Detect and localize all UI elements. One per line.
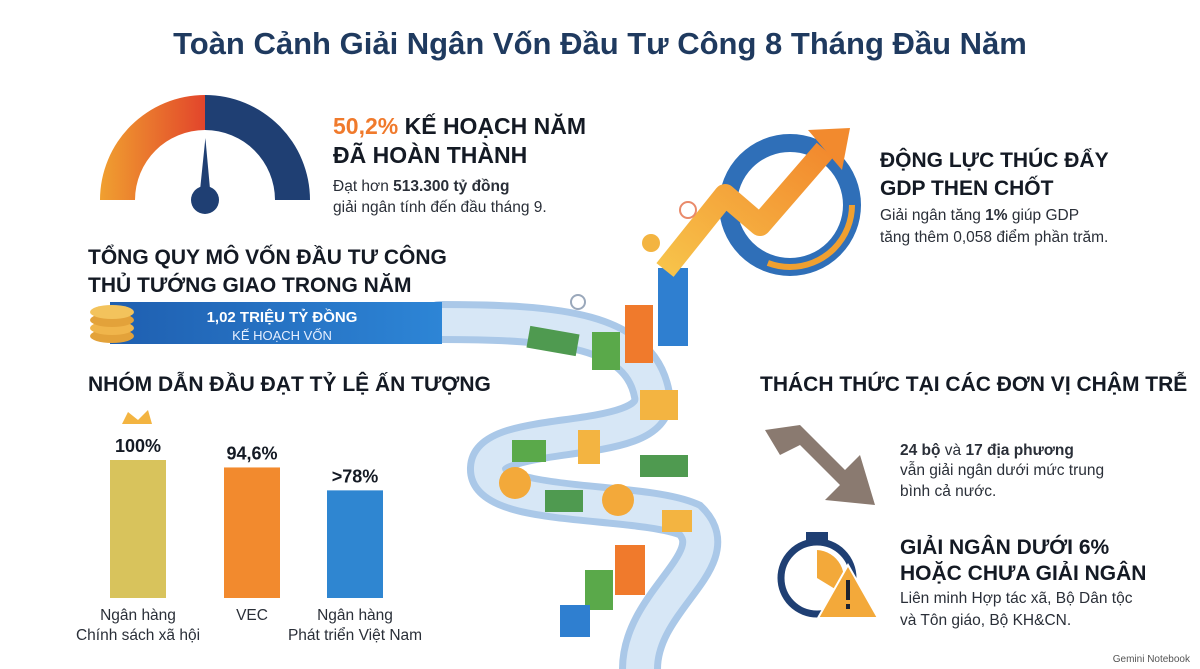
- challenge-heading: HOẶC CHƯA GIẢI NGÂN: [900, 561, 1146, 585]
- total-caption: KẾ HOẠCH VỐN: [232, 328, 332, 343]
- value-label: >78%: [332, 466, 379, 486]
- detail-text: giúp GDP: [1008, 207, 1080, 224]
- gdp-heading: ĐỘNG LỰC THÚC ĐẨY: [880, 148, 1109, 172]
- gauge-heading: ĐÃ HOÀN THÀNH: [333, 141, 527, 168]
- crown-icon: [122, 410, 152, 424]
- gauge-label: 50,2%: [333, 113, 398, 139]
- bar: [327, 490, 383, 598]
- bar: [110, 460, 166, 598]
- gdp-detail: Giải ngân tăng 1% giúp GDP: [880, 207, 1079, 224]
- total-heading: TỔNG QUY MÔ VỐN ĐẦU TƯ CÔNG: [88, 245, 447, 269]
- gauge-needle: [199, 138, 211, 201]
- category-label: Ngân hàng: [317, 607, 393, 624]
- value-label: 100%: [115, 436, 161, 456]
- road-illustration: [419, 268, 722, 669]
- gauge-detail: Đạt hơn 513.300 tỷ đồng: [333, 178, 509, 195]
- total-bar: [110, 302, 442, 344]
- gauge-heading: 50,2% KẾ HOẠCH NĂM: [333, 112, 586, 139]
- challenge-detail: và Tôn giáo, Bộ KH&CN.: [900, 612, 1071, 629]
- challenge-detail: Liên minh Hợp tác xã, Bộ Dân tộc: [900, 590, 1133, 607]
- bar: [224, 467, 280, 598]
- value-label: 94,6%: [226, 443, 277, 463]
- bar-chart: 100% Ngân hàng Chính sách xã hội 94,6% VEC >7…: [76, 436, 422, 644]
- footer-brand: Gemini Notebook: [1113, 654, 1191, 665]
- detail-bold: 513.300 tỷ đồng: [393, 178, 509, 195]
- detail-bold: 1%: [985, 207, 1008, 224]
- challenge-detail: bình cả nước.: [900, 483, 996, 500]
- gauge-detail: giải ngân tính đến đầu tháng 9.: [333, 199, 547, 216]
- challenge-detail: 24 bộ và 17 địa phương: [900, 442, 1074, 459]
- detail-text: Đạt hơn: [333, 178, 393, 195]
- down-arrow-icon: [765, 425, 875, 505]
- coins: [90, 305, 134, 343]
- chart-title: NHÓM DẪN ĐẦU ĐẠT TỶ LỆ ẤN TƯỢNG: [88, 372, 491, 396]
- gauge: [100, 95, 310, 214]
- detail-bold: 24 bộ: [900, 442, 940, 459]
- category-label: VEC: [236, 607, 268, 624]
- challenge-heading: GIẢI NGÂN DƯỚI 6%: [900, 535, 1110, 559]
- heading-text: KẾ HOẠCH NĂM: [398, 112, 586, 139]
- challenge-detail: vẫn giải ngân dưới mức trung: [900, 462, 1104, 479]
- stopwatch-icon: [777, 532, 880, 619]
- gdp-detail: tăng thêm 0,058 điểm phần trăm.: [880, 229, 1108, 246]
- category-label: Ngân hàng: [100, 607, 176, 624]
- category-label: Chính sách xã hội: [76, 627, 200, 644]
- detail-text: và: [940, 442, 965, 459]
- total-heading: THỦ TƯỚNG GIAO TRONG NĂM: [88, 273, 411, 297]
- total-amount: 1,02 TRIỆU TỶ ĐỒNG: [207, 308, 358, 326]
- page-title: Toàn Cảnh Giải Ngân Vốn Đầu Tư Công 8 Th…: [173, 26, 1027, 61]
- gdp-heading: GDP THEN CHỐT: [880, 176, 1054, 200]
- detail-text: Giải ngân tăng: [880, 207, 985, 224]
- detail-bold: 17 địa phương: [965, 442, 1073, 459]
- challenges-heading: THÁCH THỨC TẠI CÁC ĐƠN VỊ CHẬM TRỄ: [760, 372, 1187, 396]
- category-label: Phát triển Việt Nam: [288, 627, 422, 644]
- growth-illustration: [570, 128, 861, 310]
